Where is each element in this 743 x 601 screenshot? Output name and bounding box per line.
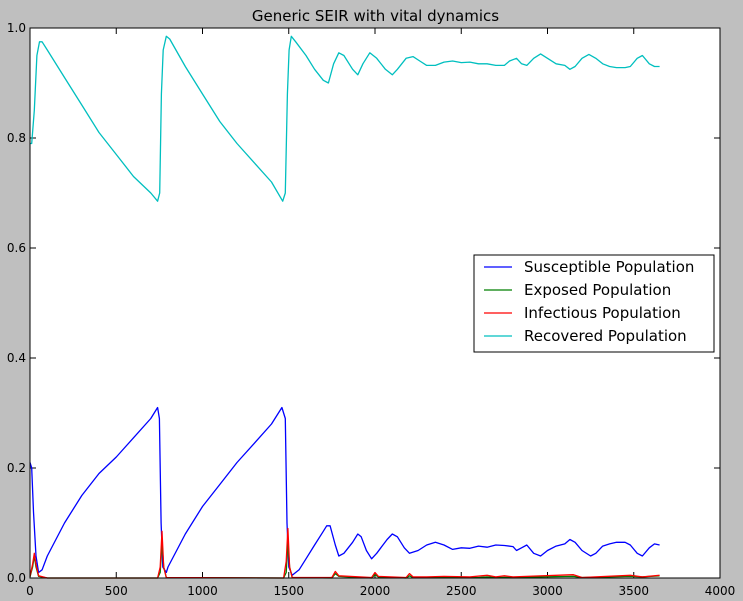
legend-label-infectious-population: Infectious Population — [524, 304, 681, 322]
series-line-recovered-population — [30, 35, 660, 202]
legend-label-susceptible-population: Susceptible Population — [524, 258, 694, 276]
x-tick-label: 1500 — [273, 584, 304, 598]
plot-frame — [29, 27, 721, 579]
y-tick-label: 0.2 — [7, 461, 26, 475]
x-tick-label: 1000 — [187, 584, 218, 598]
x-tick-label: 3000 — [532, 584, 563, 598]
y-tick-label: 0.8 — [7, 131, 26, 145]
x-tick-labels: 0 500 1000 1500 2000 2500 3000 3500 4000 — [26, 584, 735, 598]
legend: Susceptible Population Exposed Population… — [473, 254, 715, 353]
x-tick-label: 0 — [26, 584, 34, 598]
y-tick-label: 0.0 — [7, 571, 26, 585]
legend-label-exposed-population: Exposed Population — [524, 281, 671, 299]
y-tick-label: 0.6 — [7, 241, 26, 255]
x-tick-label: 2000 — [360, 584, 391, 598]
x-tick-label: 4000 — [705, 584, 736, 598]
x-tick-label: 500 — [105, 584, 128, 598]
chart-title: Generic SEIR with vital dynamics — [252, 7, 499, 25]
series-line-susceptible-population — [29, 406, 660, 576]
y-tick-label: 0.4 — [7, 351, 26, 365]
y-tick-labels: 0.0 0.2 0.4 0.6 0.8 1.0 — [7, 21, 26, 585]
x-tick-label: 3500 — [618, 584, 649, 598]
legend-label-recovered-population: Recovered Population — [524, 327, 687, 345]
y-tick-label: 1.0 — [7, 21, 26, 35]
x-tick-label: 2500 — [446, 584, 477, 598]
legend-box — [473, 254, 715, 353]
